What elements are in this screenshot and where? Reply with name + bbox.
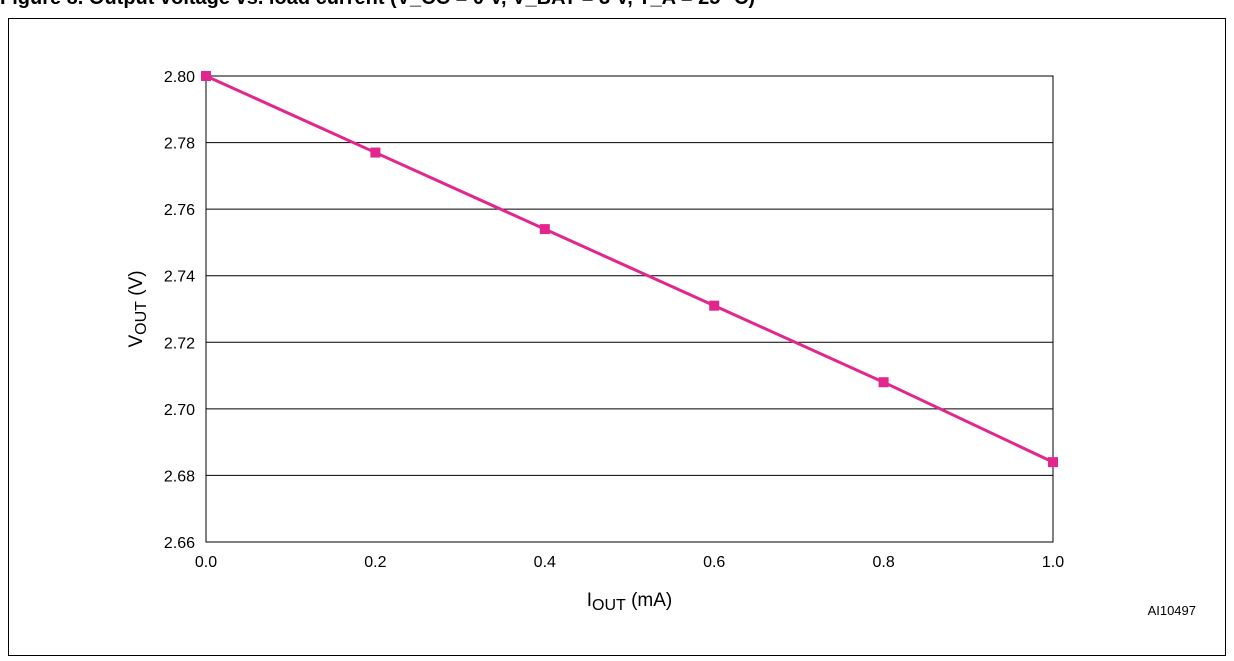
y-tick-label-0: 2.66 bbox=[164, 535, 195, 552]
grid-lines bbox=[206, 75, 1053, 543]
x-axis-label-main: I bbox=[587, 590, 592, 611]
y-axis-label-sub: OUT bbox=[133, 301, 150, 335]
data-point-0-3 bbox=[709, 300, 720, 311]
x-tick-labels: 0.0 0.2 0.4 0.6 0.8 1.0 bbox=[195, 554, 1064, 571]
data-point-0-4 bbox=[878, 377, 889, 388]
series-line-0 bbox=[205, 74, 1054, 464]
figure-frame bbox=[8, 18, 1226, 656]
y-tick-label-3: 2.72 bbox=[164, 335, 195, 352]
x-axis-label: IOUT (mA) bbox=[587, 590, 673, 614]
y-tick-label-7: 2.80 bbox=[164, 69, 195, 86]
figure-title: Figure 8. Output voltage vs. load curren… bbox=[0, 0, 1234, 11]
y-tick-label-6: 2.78 bbox=[164, 136, 195, 153]
data-point-0-5 bbox=[1048, 457, 1058, 468]
y-axis-label-main: V bbox=[126, 335, 147, 348]
data-point-0-0 bbox=[201, 71, 211, 81]
y-tick-label-1: 2.68 bbox=[164, 468, 195, 485]
x-tick-label-2: 0.4 bbox=[534, 554, 556, 571]
series-group bbox=[201, 71, 1058, 468]
y-axis-label-unit: (V) bbox=[126, 270, 147, 301]
x-tick-label-3: 0.6 bbox=[703, 554, 725, 571]
data-point-0-1 bbox=[370, 147, 381, 158]
figure-code: AI10497 bbox=[1148, 603, 1196, 618]
x-tick-label-1: 0.2 bbox=[364, 554, 386, 571]
plot-area bbox=[205, 75, 1054, 543]
x-tick-label-0: 0.0 bbox=[195, 554, 217, 571]
y-tick-label-2: 2.70 bbox=[164, 402, 195, 419]
y-tick-labels: 2.66 2.68 2.70 2.72 2.74 2.76 2.78 2.80 bbox=[164, 69, 195, 552]
x-axis-label-sub: OUT bbox=[592, 597, 626, 614]
y-axis-label: VOUT (V) bbox=[126, 270, 150, 347]
x-tick-label-4: 0.8 bbox=[872, 554, 894, 571]
y-tick-label-5: 2.76 bbox=[164, 202, 195, 219]
data-point-0-2 bbox=[539, 224, 550, 235]
x-axis-label-unit: (mA) bbox=[626, 590, 672, 611]
y-tick-label-4: 2.74 bbox=[164, 269, 195, 286]
x-tick-label-5: 1.0 bbox=[1042, 554, 1064, 571]
